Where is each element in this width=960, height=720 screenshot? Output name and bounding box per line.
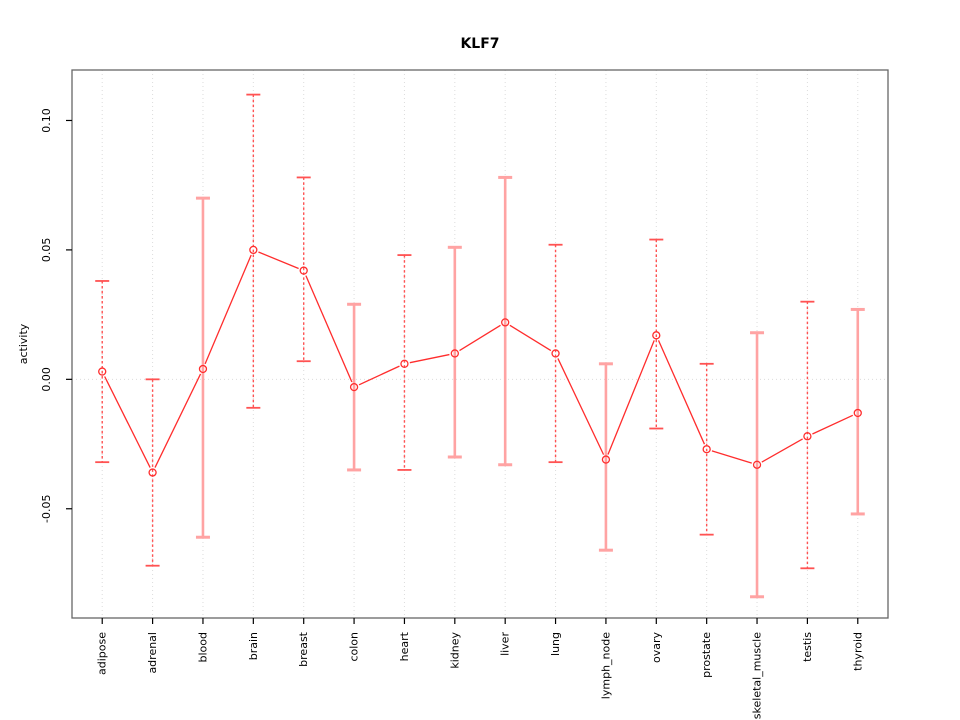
x-tick-label-breast: breast bbox=[297, 631, 310, 667]
data-point-brain bbox=[249, 245, 258, 255]
y-tick-label: 0.00 bbox=[40, 367, 53, 392]
y-tick-label: -0.05 bbox=[40, 495, 53, 523]
x-tick-label-skeletal_muscle: skeletal_muscle bbox=[751, 632, 764, 719]
x-tick-label-testis: testis bbox=[801, 632, 814, 662]
data-point-lung bbox=[551, 349, 560, 358]
x-tick-label-adipose: adipose bbox=[96, 632, 109, 675]
y-tick-label: 0.10 bbox=[40, 108, 53, 132]
series-line-segment bbox=[812, 414, 854, 435]
data-point-breast bbox=[299, 266, 308, 275]
data-point-thyroid bbox=[853, 408, 862, 418]
plot-layer: 0.10 0.05 0.00 -0.05 adipose adrenal blood brai… bbox=[40, 69, 889, 719]
x-tick-label-colon: colon bbox=[348, 632, 361, 662]
series-line-segment bbox=[509, 324, 552, 352]
x-tick-label-prostate: prostate bbox=[700, 632, 713, 678]
data-point-testis bbox=[803, 432, 812, 441]
x-tick-label-blood: blood bbox=[196, 632, 209, 662]
data-point-colon bbox=[349, 382, 359, 392]
y-tick-label: 0.05 bbox=[40, 238, 53, 262]
series-line-segment bbox=[358, 365, 400, 386]
series-line-segment bbox=[409, 353, 450, 364]
x-tick-label-heart: heart bbox=[398, 631, 411, 661]
series-line-segment bbox=[154, 373, 202, 468]
x-tick-label-liver: liver bbox=[499, 632, 512, 656]
series-line-segment bbox=[607, 340, 655, 455]
x-tick-label-ovary: ovary bbox=[650, 632, 663, 664]
series-line-segment bbox=[657, 340, 706, 445]
x-tick-label-lung: lung bbox=[549, 632, 562, 656]
x-tick-label-lymph_node: lymph_node bbox=[599, 632, 612, 699]
data-point-liver bbox=[501, 318, 510, 327]
data-point-skeletal_muscle bbox=[752, 460, 762, 469]
data-point-blood bbox=[198, 364, 208, 374]
series-line-segment bbox=[557, 358, 605, 455]
series-line-segment bbox=[761, 438, 803, 463]
series-line-segment bbox=[104, 376, 151, 468]
x-tick-label-brain: brain bbox=[247, 632, 260, 660]
data-point-adrenal bbox=[148, 468, 157, 477]
y-axis-label: activity bbox=[17, 323, 30, 364]
x-tick-label-adrenal: adrenal bbox=[146, 632, 159, 674]
data-point-prostate bbox=[702, 445, 711, 454]
data-point-lymph_node bbox=[601, 455, 611, 464]
data-point-heart bbox=[400, 359, 409, 368]
series-line-segment bbox=[459, 324, 501, 352]
series-line-segment bbox=[204, 254, 252, 365]
data-point-kidney bbox=[450, 349, 459, 358]
data-point-ovary bbox=[652, 331, 661, 340]
chart-title: KLF7 bbox=[460, 36, 499, 52]
x-tick-label-kidney: kidney bbox=[448, 632, 461, 669]
data-point-adipose bbox=[98, 367, 107, 376]
plot-border bbox=[71, 69, 889, 619]
x-tick-label-thyroid: thyroid bbox=[851, 632, 864, 671]
series-line-segment bbox=[305, 275, 353, 383]
series-line-segment bbox=[258, 251, 299, 270]
series-line-segment bbox=[711, 450, 752, 464]
